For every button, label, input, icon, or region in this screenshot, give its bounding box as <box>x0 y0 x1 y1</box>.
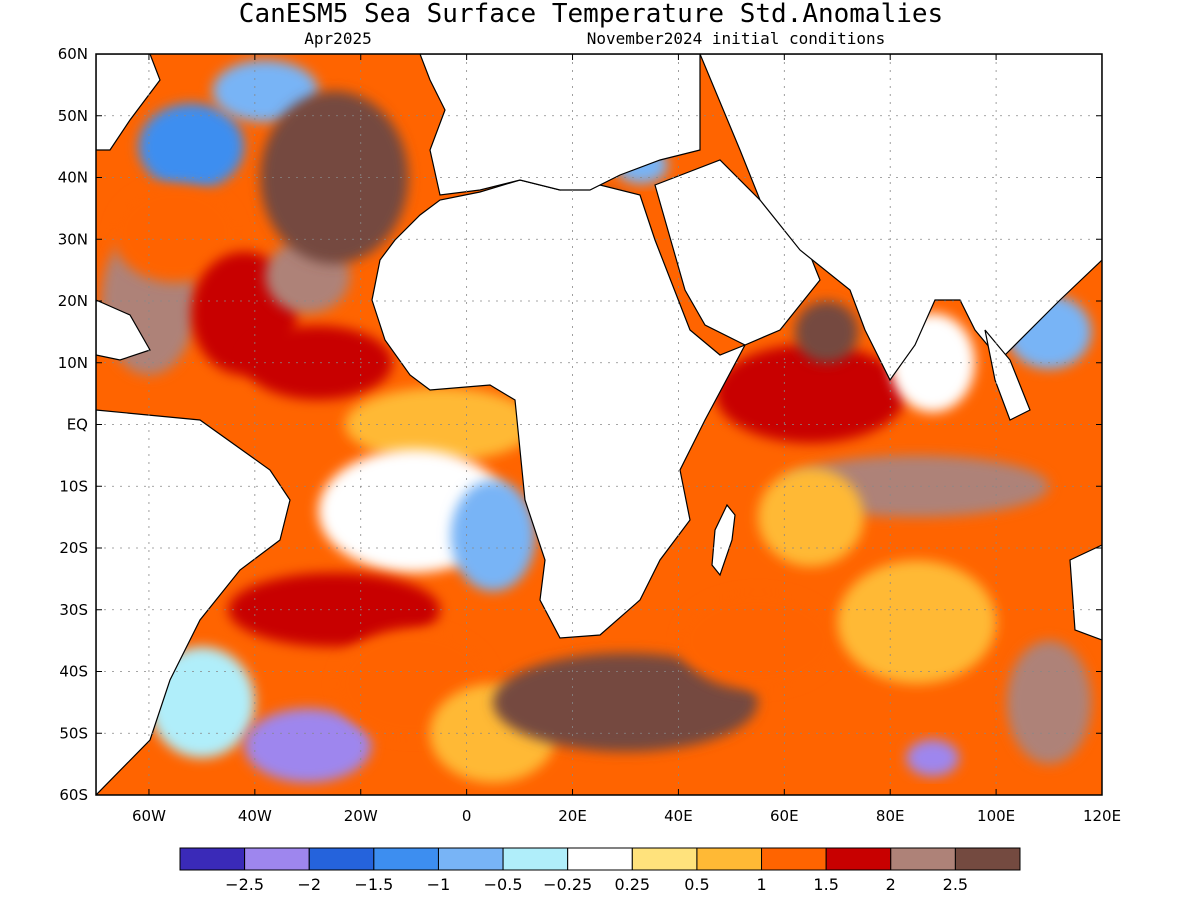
north-america-landmass <box>96 54 161 151</box>
southeast-asia-landmass <box>984 329 1031 421</box>
anomaly-region <box>260 91 409 264</box>
anomaly-region <box>148 646 255 758</box>
colorbar-swatch <box>954 847 1021 871</box>
colorbar-label: 2 <box>886 875 896 894</box>
anomaly-region <box>493 652 758 752</box>
anomaly-region <box>244 708 372 783</box>
land-masses <box>96 54 1102 795</box>
x-tick-label: 40W <box>238 807 272 825</box>
colorbar-swatch <box>308 847 375 871</box>
colorbar-label: −1.5 <box>354 875 393 894</box>
colorbar-swatch <box>825 847 892 871</box>
longitude-labels: 60W 40W 20W 0 20E 40E 60E 80E 100E 120E <box>132 807 1121 825</box>
y-tick-label: 40S <box>59 663 88 681</box>
colorbar-label: 1.5 <box>813 875 838 894</box>
caribbean-landmass <box>96 299 151 361</box>
y-tick-label: 50S <box>59 724 88 742</box>
x-tick-label: 80E <box>876 807 905 825</box>
europe-landmass <box>419 54 701 196</box>
anomaly-region <box>837 560 997 684</box>
x-tick-label: 0 <box>462 807 472 825</box>
anomaly-region <box>212 60 319 122</box>
x-tick-label: 100E <box>977 807 1015 825</box>
anomaly-field <box>101 60 1092 783</box>
anomaly-region <box>715 344 907 444</box>
x-tick-label: 60E <box>770 807 799 825</box>
colorbar-swatch <box>502 847 569 871</box>
y-tick-label: 30S <box>59 601 88 619</box>
y-tick-label: 50N <box>58 107 88 125</box>
initial-conditions-label: November2024 initial conditions <box>587 29 886 48</box>
y-tick-label: 10S <box>59 477 88 495</box>
axis-ticks <box>96 53 1103 796</box>
colorbar: −2.5 −2 −1.5 −1 −0.5 −0.25 0.25 0.5 1 1.5 2 2.5 <box>179 847 1021 894</box>
y-tick-label: 30N <box>58 230 88 248</box>
colorbar-swatch <box>761 847 827 871</box>
colorbar-label: −2 <box>297 875 321 894</box>
lat-lon-grid <box>96 54 1102 795</box>
colorbar-swatch <box>890 847 956 871</box>
colorbar-label: 0.5 <box>684 875 709 894</box>
anomaly-region <box>757 467 864 567</box>
y-tick-label: 20S <box>59 539 88 557</box>
madagascar-landmass <box>711 503 736 577</box>
colorbar-swatch <box>244 847 310 871</box>
south-america-landmass <box>96 409 291 795</box>
map-title: CanESM5 Sea Surface Temperature Std.Anom… <box>239 0 943 29</box>
x-tick-label: 40E <box>664 807 693 825</box>
colorbar-swatch <box>179 847 246 871</box>
x-tick-label: 60W <box>132 807 166 825</box>
valid-month-label: Apr2025 <box>304 29 371 48</box>
colorbar-label: 1 <box>756 875 766 894</box>
anomaly-region <box>450 480 536 592</box>
anomaly-region <box>794 301 859 363</box>
y-tick-label: 40N <box>58 169 88 187</box>
y-tick-label: 20N <box>58 292 88 310</box>
colorbar-label: 2.5 <box>943 875 968 894</box>
south-asia-landmass <box>699 54 1102 382</box>
y-tick-label: 10N <box>58 354 88 372</box>
colorbar-label: −1 <box>427 875 451 894</box>
anomaly-region <box>244 325 393 400</box>
anomaly-region <box>906 739 960 777</box>
anomaly-region <box>678 591 838 691</box>
colorbar-swatch <box>631 847 698 871</box>
anomaly-region <box>1006 640 1092 765</box>
y-tick-label: 60S <box>59 786 88 804</box>
colorbar-label: −0.5 <box>484 875 523 894</box>
arabia-landmass <box>654 159 821 346</box>
x-tick-label: 20E <box>558 807 587 825</box>
colorbar-swatch <box>437 847 504 871</box>
colorbar-swatch <box>567 847 633 871</box>
anomaly-region <box>228 572 441 647</box>
anomaly-region <box>138 103 245 190</box>
australia-landmass <box>1069 544 1102 641</box>
colorbar-label: −2.5 <box>225 875 264 894</box>
colorbar-label: −0.25 <box>543 875 592 894</box>
anomaly-region <box>111 183 239 283</box>
colorbar-swatch <box>373 847 439 871</box>
colorbar-labels: −2.5 −2 −1.5 −1 −0.5 −0.25 0.25 0.5 1 1.5 2 2.5 <box>225 875 968 894</box>
x-tick-label: 20W <box>344 807 378 825</box>
y-tick-label: EQ <box>67 416 88 434</box>
map-plot-area <box>96 54 1102 795</box>
colorbar-boxes <box>179 847 1021 871</box>
x-tick-label: 120E <box>1083 807 1121 825</box>
latitude-labels: 60N 50N 40N 30N 20N 10N EQ 10S 20S 30S 40S 50S 60S <box>58 45 88 804</box>
y-tick-label: 60N <box>58 45 88 63</box>
colorbar-label: 0.25 <box>614 875 650 894</box>
colorbar-swatch <box>696 847 763 871</box>
